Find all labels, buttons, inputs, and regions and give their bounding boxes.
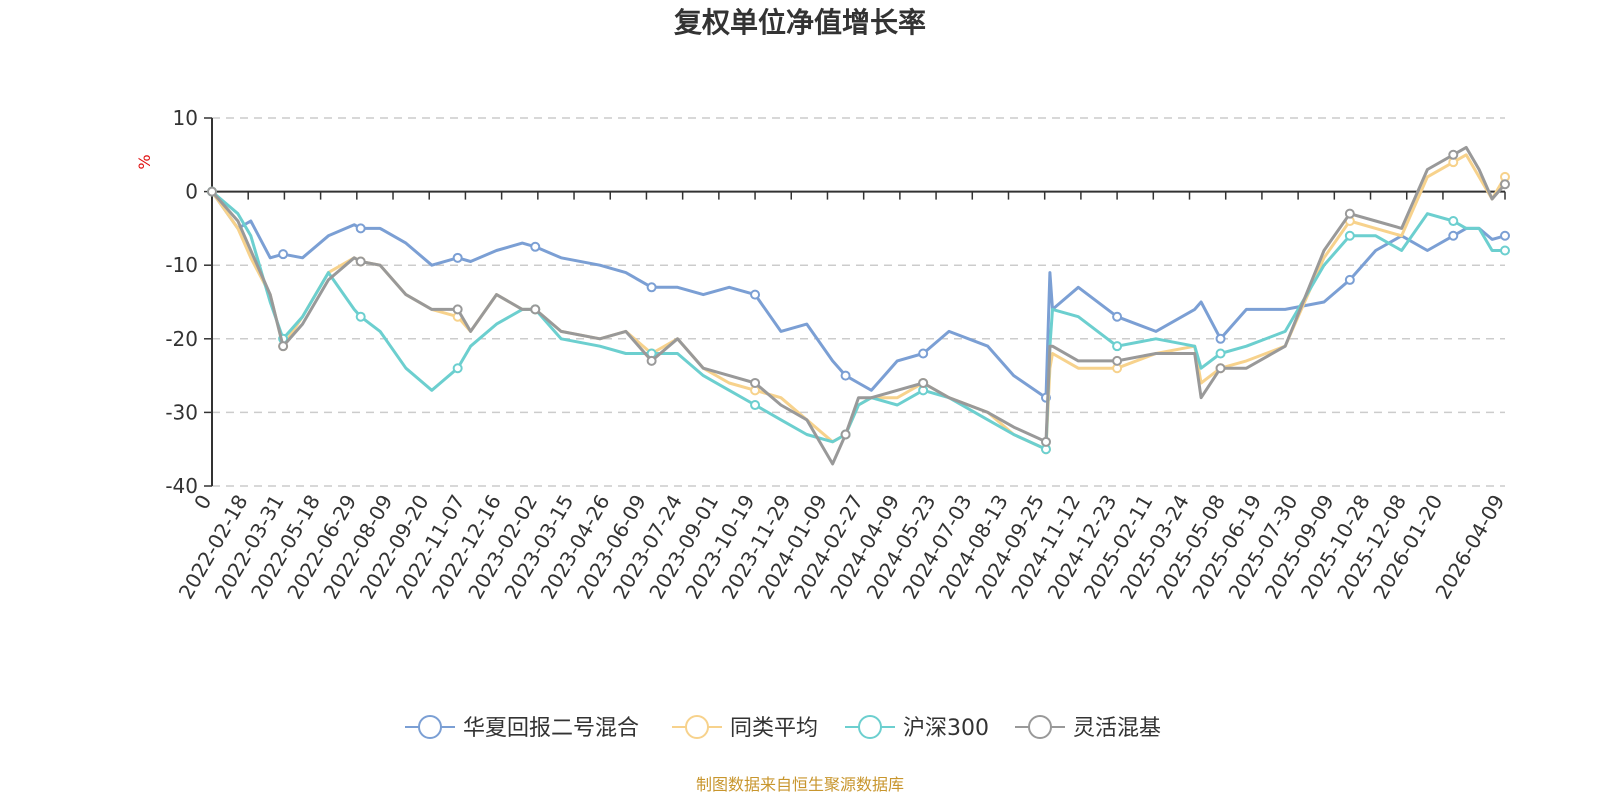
y-tick-label-0: 10 [173,106,198,130]
legend-label-3: 灵活混基 [1073,716,1161,741]
series-point-3-56 [1500,179,1510,190]
axes [204,117,1506,487]
legend-item-3[interactable]: 灵活混基 [1015,715,1161,741]
y-tick-label-1: 0 [185,180,198,204]
series-point-3-4 [278,341,289,352]
series-0 [207,186,1510,403]
series-point-3-48 [1344,208,1355,219]
legend-item-1[interactable]: 同类平均 [672,715,818,741]
series-line-2 [211,190,1505,451]
series-point-0-52 [1448,230,1459,241]
legend-marker-1 [685,715,709,739]
y-tick-label-5: -40 [165,474,198,498]
series-point-2-12 [452,363,463,374]
series-point-3-36 [1040,436,1051,447]
legend[interactable]: 华夏回报二号混合 同类平均 沪深300 灵活混基 [405,715,1161,741]
series-point-0-48 [1344,274,1355,285]
series-point-0-40 [1112,311,1123,322]
series-point-2-56 [1500,245,1510,256]
series-point-3-32 [918,377,929,388]
series-point-0-56 [1500,230,1510,241]
series-point-0-32 [918,348,929,359]
series-3 [207,145,1510,466]
series-point-2-44 [1215,348,1226,359]
series-point-2-24 [750,400,761,411]
grid-lines [212,117,1505,487]
series-point-0-24 [750,289,761,300]
legend-label-0: 华夏回报二号混合 [463,716,639,741]
series-point-3-24 [750,377,761,388]
series-point-0-4 [278,249,289,260]
series-point-0-8 [355,223,366,234]
y-tick-label-2: -10 [165,253,198,277]
series-point-3-12 [452,304,463,315]
series-point-0-12 [452,252,463,263]
legend-item-0[interactable]: 华夏回报二号混合 [405,715,639,741]
series-point-3-40 [1112,355,1123,366]
series-point-3-52 [1448,149,1459,160]
series-point-0-28 [840,370,851,381]
legend-marker-3 [1028,715,1052,739]
x-tick-label-0: 0 [189,491,216,514]
legend-marker-2 [858,715,882,739]
series-point-3-0 [207,186,217,197]
series-point-0-44 [1215,333,1226,344]
legend-marker-0 [418,715,442,739]
legend-item-2[interactable]: 沪深300 [845,715,989,741]
series-point-2-52 [1448,216,1459,227]
series-lines [207,145,1510,466]
series-point-0-20 [646,282,657,293]
series-point-3-8 [355,256,366,267]
y-tick-label-3: -20 [165,327,198,351]
series-point-0-16 [530,241,541,252]
series-point-2-40 [1112,341,1123,352]
series-point-3-28 [840,429,851,440]
series-point-3-20 [646,355,657,366]
series-point-3-44 [1215,363,1226,374]
x-tick-labels: 02022-02-182022-03-312022-05-182022-06-2… [174,490,1510,603]
y-tick-labels: 10 0 -10 -20 -30 -40 [165,106,198,498]
y-tick-label-4: -30 [165,400,198,424]
legend-label-2: 沪深300 [903,716,989,741]
source-note: 制图数据来自恒生聚源数据库 [696,775,904,794]
series-point-3-16 [530,304,541,315]
chart-title: 复权单位净值增长率 [674,6,926,39]
legend-label-1: 同类平均 [730,716,818,741]
series-2 [207,186,1510,455]
series-point-2-48 [1344,230,1355,241]
series-point-2-8 [355,311,366,322]
y-axis-unit-label: % [135,154,154,169]
